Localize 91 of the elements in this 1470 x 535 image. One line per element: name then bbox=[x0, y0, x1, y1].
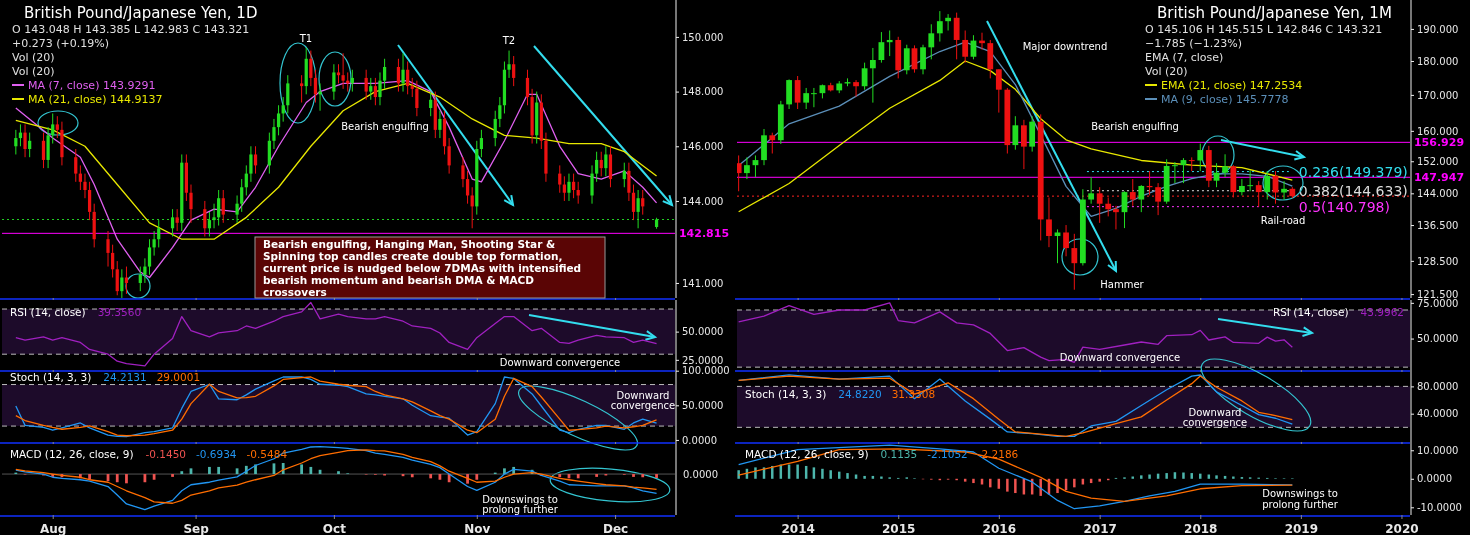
x-tick-label: 2019 bbox=[1284, 521, 1319, 535]
x-tick-label: 2018 bbox=[1184, 521, 1218, 535]
chart-title: Stoch (14, 3, 3) bbox=[10, 371, 92, 383]
annotation: Downswings to bbox=[1262, 488, 1338, 499]
annotation: Downward convergence bbox=[499, 357, 621, 368]
annotation: +0.273 (+0.19%) bbox=[12, 37, 109, 50]
chart-title: MACD (12, 26, close, 9) bbox=[10, 448, 134, 460]
series-label: -0.6934 bbox=[196, 448, 237, 460]
x-tick-label: Dec bbox=[602, 521, 629, 535]
y-tick-label: 0.0000 bbox=[682, 434, 717, 446]
y-tick-label: 80.0000 bbox=[1417, 381, 1459, 393]
annotation: convergence bbox=[610, 400, 676, 411]
y-tick-label: 148.000 bbox=[682, 86, 724, 98]
y-tick-label: 144.000 bbox=[1417, 188, 1459, 200]
y-tick-label: 144.000 bbox=[682, 195, 724, 207]
annotation: Downward convergence bbox=[1059, 352, 1181, 363]
x-tick-label: Oct bbox=[322, 521, 347, 535]
y-tick-label: 152.000 bbox=[1417, 155, 1459, 167]
annotation: Rail-road bbox=[1260, 215, 1306, 226]
y-tick-label: 136.500 bbox=[1417, 219, 1459, 231]
legend-label: MA (7, close) 143.9291 bbox=[28, 79, 156, 92]
y-tick-label: 160.000 bbox=[1417, 125, 1459, 137]
annotation: Downward bbox=[616, 390, 670, 401]
y-tick-label: 50.0000 bbox=[682, 400, 724, 412]
annotation: −1.785 (−1.23%) bbox=[1145, 37, 1242, 50]
annotation: Bearish engulfing bbox=[1091, 121, 1179, 132]
text: 39.3560 bbox=[97, 306, 142, 318]
annotation: convergence bbox=[1182, 417, 1248, 428]
y-tick-label: 146.000 bbox=[682, 140, 724, 152]
series-label: 29.0001 bbox=[156, 371, 201, 383]
y-tick-label: 50.0000 bbox=[1417, 333, 1459, 345]
y-tick-label: 170.000 bbox=[1417, 89, 1459, 101]
y-tick-label: 150.000 bbox=[682, 31, 724, 43]
chart-title: British Pound/Japanese Yen, 1D bbox=[24, 4, 258, 22]
x-tick-label: Sep bbox=[183, 521, 210, 535]
y-tick-label: 128.500 bbox=[1417, 255, 1459, 267]
x-tick-label: 2015 bbox=[882, 521, 916, 535]
chart-title: British Pound/Japanese Yen, 1M bbox=[1157, 4, 1392, 22]
ref-line-label: 0.236(149.379) bbox=[1298, 163, 1408, 180]
annotation: O 145.106 H 145.515 L 142.846 C 143.321 bbox=[1145, 23, 1383, 36]
annotation: Bearish engulfing bbox=[341, 121, 429, 132]
y-tick-label: 121.500 bbox=[1417, 288, 1459, 300]
ref-line-label: 0.5(140.798) bbox=[1298, 198, 1390, 215]
y-tick-label: 25.0000 bbox=[682, 354, 724, 366]
annotation: Downswings to bbox=[482, 494, 558, 505]
y-tick-label: 75.0000 bbox=[1417, 297, 1459, 309]
ref-line-label: 0.382(144.633) bbox=[1298, 182, 1408, 199]
ref-line-label: 156.929 bbox=[1413, 136, 1465, 150]
ref-line-label: 142.815 bbox=[678, 227, 730, 241]
annotation: Vol (20) bbox=[12, 65, 55, 78]
text: RSI (14, close) bbox=[10, 306, 86, 318]
y-tick-label: 100.0000 bbox=[682, 365, 730, 377]
annotation: Downward bbox=[1188, 407, 1242, 418]
legend-label: MA (21, close) 144.9137 bbox=[28, 93, 163, 106]
series-label: 24.8220 bbox=[838, 388, 882, 400]
annotation: O 143.048 H 143.385 L 142.983 C 143.321 bbox=[12, 23, 250, 36]
x-tick-label: 2016 bbox=[982, 521, 1017, 535]
annotation: Vol (20) bbox=[1145, 65, 1188, 78]
annotation: Major downtrend bbox=[1022, 41, 1108, 52]
text: 43.9962 bbox=[1360, 306, 1404, 318]
y-tick-label: 0.0000 bbox=[1417, 473, 1452, 485]
x-tick-label: 2017 bbox=[1083, 521, 1117, 535]
annotation: EMA (7, close) bbox=[1145, 51, 1224, 64]
annotation: Vol (20) bbox=[12, 51, 55, 64]
y-tick-label: 40.0000 bbox=[1417, 408, 1459, 420]
legend-label: EMA (21, close) 147.2534 bbox=[1161, 79, 1303, 92]
y-tick-label: 190.000 bbox=[1417, 23, 1459, 35]
y-tick-label: 141.000 bbox=[682, 277, 724, 289]
y-tick-label: 50.0000 bbox=[682, 326, 724, 338]
annotation: T1 bbox=[298, 33, 313, 44]
y-tick-label: -10.0000 bbox=[1417, 502, 1462, 513]
text: Stoch (14, 3, 3) bbox=[745, 388, 827, 400]
x-tick-label: Nov bbox=[464, 521, 491, 535]
annotation: T2 bbox=[501, 35, 516, 46]
legend-label: MA (9, close) 145.7778 bbox=[1161, 93, 1289, 106]
x-tick-label: 2020 bbox=[1385, 521, 1419, 535]
ref-line-label: 147.947 bbox=[1413, 171, 1465, 185]
annotation: prolong further bbox=[1262, 499, 1339, 510]
series-label: -2.2186 bbox=[977, 448, 1019, 460]
text: RSI (14, close) bbox=[1272, 306, 1349, 318]
series-label: 0.1135 bbox=[880, 448, 918, 460]
text: 24.2131 bbox=[103, 371, 147, 383]
annotation: Bearish engulfing, Hanging Man, Shooting Star & Spinning top candles create double top formation, current price is nudged below 7DMAs with intensified bearish momentum and bearish DMA & MACD crossovers bbox=[263, 238, 582, 298]
x-tick-label: Aug bbox=[39, 521, 67, 535]
y-tick-label: 10.0000 bbox=[1417, 444, 1459, 456]
x-tick-label: 2014 bbox=[781, 521, 815, 535]
series-label: -0.1450 bbox=[145, 448, 187, 460]
series-label: -0.5484 bbox=[246, 448, 288, 460]
y-tick-label: 180.000 bbox=[1417, 55, 1459, 67]
annotation: prolong further bbox=[482, 504, 559, 515]
annotation: Hammer bbox=[1100, 279, 1145, 290]
